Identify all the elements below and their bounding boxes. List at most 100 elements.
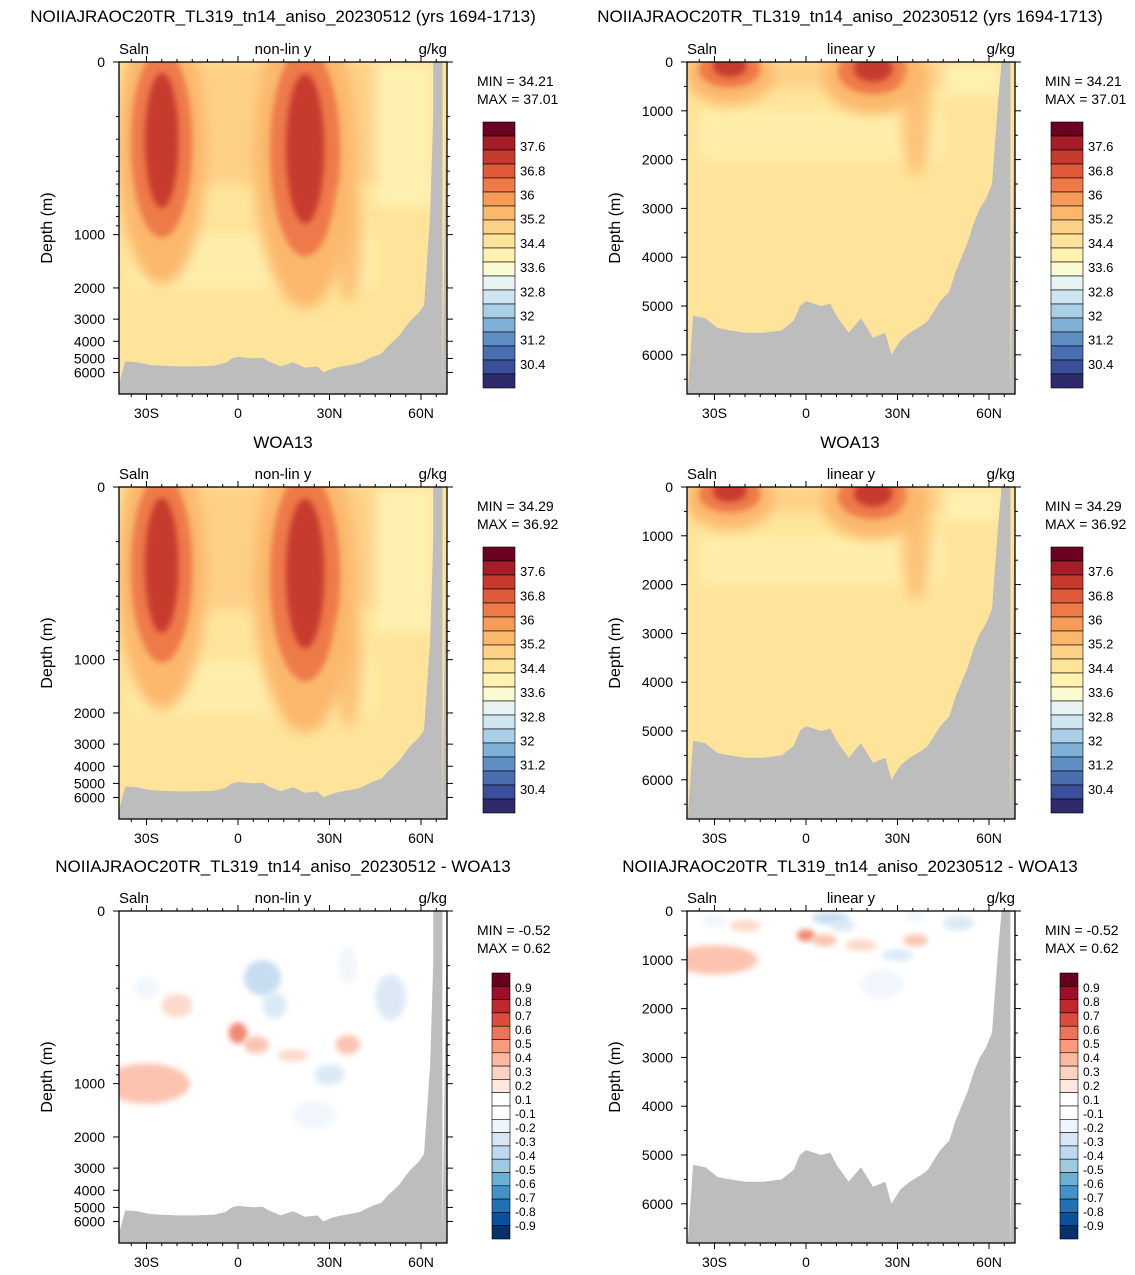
scale-label: linear y — [827, 466, 876, 483]
colorbar-bin — [1050, 644, 1084, 660]
colorbar-bin — [1050, 177, 1084, 193]
variable-label: Saln — [687, 466, 717, 483]
y-tick-label: 2000 — [74, 1129, 105, 1145]
anomaly-blob — [943, 915, 974, 931]
colorbar-bin — [491, 1039, 511, 1054]
plot-frame — [686, 61, 1016, 395]
panel-model_lin: Saln linear y g/kg 0 1000 2000 3000 4000 5000 600… — [607, 41, 1127, 421]
colorbar-bin — [482, 798, 516, 814]
colorbar-label: 31.2 — [520, 333, 545, 348]
core-inner — [285, 73, 325, 224]
colorbar-label: 36.8 — [1088, 163, 1113, 178]
colorbar-bin — [491, 1212, 511, 1227]
colorbar-label: 35.2 — [520, 212, 545, 227]
colorbar: 0.90.80.70.60.50.40.30.20.1-0.1-0.2-0.3-… — [491, 972, 536, 1240]
anomaly-blob — [729, 919, 761, 932]
colorbar-bin — [1050, 728, 1084, 744]
colorbar-bin — [482, 331, 516, 347]
min-label: MIN = 34.21 — [1045, 73, 1122, 89]
core-inner — [144, 497, 179, 633]
colorbar-label: -0.7 — [1083, 1191, 1104, 1205]
colorbar-label: 0.3 — [515, 1065, 532, 1079]
colorbar-bin — [1050, 672, 1084, 688]
y-tick-label: 0 — [665, 54, 673, 70]
colorbar-label: 32 — [520, 733, 534, 748]
colorbar-bin — [1059, 1052, 1079, 1067]
colorbar-label: 37.6 — [520, 139, 545, 154]
plot-frame — [118, 910, 448, 1244]
colorbar-bin — [482, 742, 516, 758]
x-tick-label: 30S — [134, 405, 159, 421]
colorbar-bin — [491, 1012, 511, 1027]
colorbar-label: 30.4 — [1088, 357, 1113, 372]
colorbar-label: -0.2 — [515, 1121, 536, 1135]
colorbar-bin — [1050, 205, 1084, 221]
colorbar-bin — [1050, 345, 1084, 361]
y-axis-label: Depth (m) — [39, 192, 56, 263]
colorbar: 37.6 36.8 36 35.2 34.4 33.6 32.8 32 31.2 30.4 — [1050, 121, 1113, 389]
anomaly-blob — [243, 1036, 269, 1054]
land-mask — [687, 62, 1015, 394]
colorbar-label: 0.2 — [515, 1079, 532, 1093]
colorbar-bin — [1059, 1145, 1079, 1160]
med-tongue — [333, 606, 362, 727]
colorbar-label: 0.7 — [1083, 1009, 1100, 1023]
colorbar-label: -0.7 — [515, 1191, 536, 1205]
colorbar-bin — [491, 1172, 511, 1187]
x-tick-label: 0 — [802, 405, 810, 421]
anomaly-blob — [903, 934, 929, 947]
y-tick-label: 4000 — [74, 758, 105, 774]
subpolar-fresh — [943, 62, 1002, 97]
core-inner — [144, 72, 179, 208]
x-tick-label: 30N — [317, 830, 343, 846]
x-tick-label: 60N — [976, 830, 1002, 846]
colorbar-bin — [482, 700, 516, 716]
y-tick-label: 6000 — [642, 772, 673, 788]
colorbar-bin — [491, 1079, 511, 1094]
y-tick-label: 6000 — [642, 347, 673, 363]
colorbar-bin — [491, 1065, 511, 1080]
x-tick-label: 60N — [976, 405, 1002, 421]
y-tick-label: 2000 — [74, 280, 105, 296]
colorbar-bin — [482, 191, 516, 207]
y-tick-label: 5000 — [74, 1199, 105, 1215]
colorbar-bin — [1050, 135, 1084, 151]
x-tick-label: 30N — [885, 830, 911, 846]
colorbar-bin — [1059, 1105, 1079, 1120]
x-tick-label: 30N — [885, 405, 911, 421]
anomaly-blob — [292, 1100, 336, 1129]
plot-frame — [686, 486, 1016, 820]
y-tick-label: 4000 — [642, 1098, 673, 1114]
colorbar-bin — [1050, 546, 1084, 562]
colorbar-label: -0.9 — [1083, 1219, 1104, 1233]
colorbar-bin — [1050, 686, 1084, 702]
colorbar-bin — [482, 177, 516, 193]
subpolar-fresh — [375, 62, 434, 207]
y-tick-label: 0 — [665, 903, 673, 919]
colorbar-bin — [491, 1145, 511, 1160]
units-label: g/kg — [987, 890, 1015, 907]
colorbar-label: 33.6 — [520, 685, 545, 700]
colorbar-bin — [482, 135, 516, 151]
colorbar-bin — [482, 546, 516, 562]
colorbar-bin — [482, 630, 516, 646]
core-inner — [853, 487, 893, 507]
y-tick-label: 3000 — [642, 1049, 673, 1065]
anomaly-blob — [687, 945, 758, 975]
colorbar-label: 0.2 — [1083, 1079, 1100, 1093]
colorbar-bin — [1050, 331, 1084, 347]
colorbar-bin — [482, 574, 516, 590]
colorbar-label: 36 — [1088, 188, 1102, 203]
colorbar-bin — [482, 149, 516, 165]
panel-title: NOIIAJRAOC20TR_TL319_tn14_aniso_20230512… — [597, 7, 1103, 26]
plot-area — [119, 62, 447, 394]
y-tick-label: 1000 — [74, 227, 105, 243]
subpolar-fresh — [375, 487, 434, 632]
colorbar-bin — [482, 784, 516, 800]
colorbar-bin — [1059, 1225, 1079, 1240]
colorbar-bin — [1050, 784, 1084, 800]
variable-label: Saln — [119, 41, 149, 58]
core-inner — [853, 62, 893, 82]
colorbar-label: 32.8 — [520, 709, 545, 724]
